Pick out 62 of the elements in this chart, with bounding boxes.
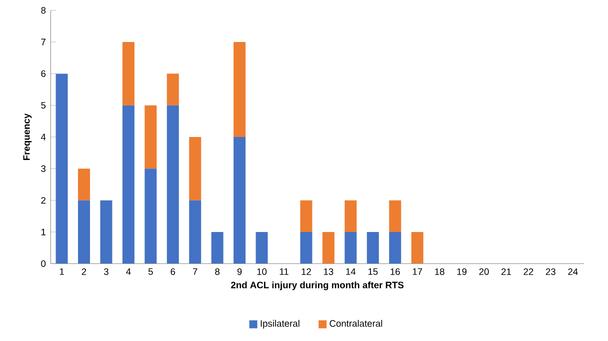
x-tick-label: 19: [457, 268, 467, 275]
x-tick-label: 23: [546, 268, 556, 275]
x-axis-title: 2nd ACL injury during month after RTS: [231, 281, 404, 290]
bar: [78, 168, 90, 200]
bar: [389, 200, 402, 232]
bar: [344, 200, 357, 232]
x-tick-label: 7: [192, 268, 198, 275]
bar: [144, 105, 157, 169]
x-tick-label: 16: [390, 268, 400, 275]
bar: [122, 105, 134, 264]
bar: [122, 42, 134, 106]
bar: [56, 74, 68, 264]
bar: [100, 200, 112, 264]
x-tick-label: 1: [60, 268, 64, 275]
y-tick-label: 7: [41, 38, 46, 46]
bar: [256, 232, 268, 264]
y-tick-label: 5: [41, 102, 46, 109]
y-tick-label: 1: [41, 228, 46, 236]
bar: [78, 200, 90, 264]
bar: [166, 74, 179, 106]
x-tick-label: 15: [368, 268, 378, 275]
x-tick-label: 12: [302, 268, 311, 275]
x-tick-label: 21: [501, 268, 511, 275]
x-tick-label: 24: [568, 268, 578, 275]
x-tick-label: 20: [479, 268, 489, 275]
x-tick-label: 10: [257, 268, 267, 275]
y-tick-label: 2: [41, 197, 46, 204]
x-tick-label: 5: [148, 268, 153, 275]
bar: [211, 232, 224, 264]
bar: [144, 168, 157, 264]
x-tick-label: 8: [215, 268, 220, 275]
legend-label: Contralateral: [330, 320, 382, 327]
x-tick-label: 17: [412, 268, 422, 275]
bar: [411, 232, 424, 264]
bar: [344, 232, 357, 264]
bar: [389, 232, 402, 264]
bar: [366, 232, 379, 264]
bar: [166, 105, 179, 264]
x-tick-label: 4: [126, 268, 131, 275]
bar: [189, 137, 202, 200]
y-tick-label: 0: [41, 260, 46, 267]
x-tick-label: 14: [346, 268, 356, 275]
y-tick-label: 3: [41, 165, 46, 172]
y-tick-label: 4: [40, 134, 46, 140]
x-tick-label: 13: [324, 268, 334, 275]
bar: [234, 137, 246, 264]
y-tick-label: 8: [41, 7, 46, 14]
x-tick-label: 18: [435, 268, 444, 275]
bar: [300, 200, 312, 232]
x-tick-label: 2: [82, 268, 86, 275]
bar: [234, 42, 246, 137]
x-tick-label: 11: [280, 268, 288, 275]
bar: [189, 200, 202, 264]
bar: [322, 232, 334, 264]
x-tick-label: 3: [104, 268, 108, 275]
y-axis-title: Frequency: [23, 113, 32, 160]
y-tick-label: 6: [41, 70, 46, 77]
bar: [300, 232, 312, 264]
legend-label: Ipsilateral: [260, 320, 300, 329]
x-tick-label: 6: [170, 268, 176, 275]
x-tick-label: 9: [237, 268, 242, 275]
x-tick-label: 22: [524, 268, 534, 275]
